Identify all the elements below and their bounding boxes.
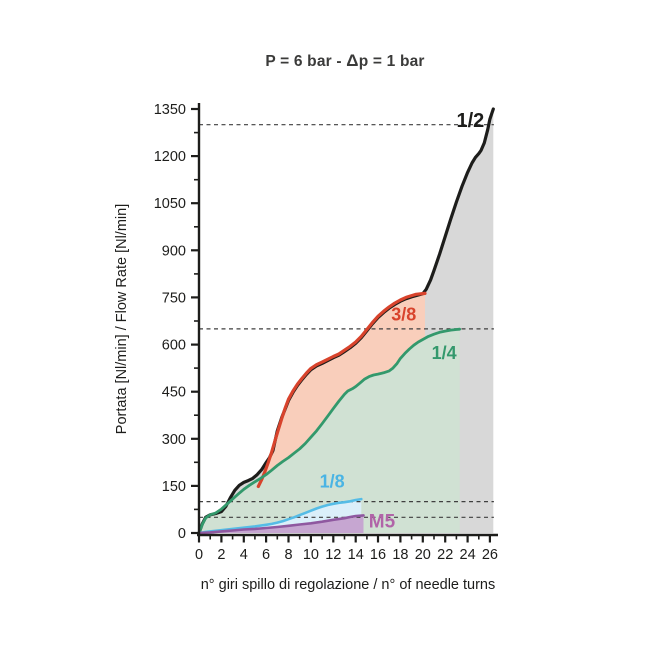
y-tick-label-600: 600	[162, 338, 186, 354]
y-tick-label-0: 0	[178, 526, 186, 542]
y-tick-label-150: 150	[162, 479, 186, 495]
x-tick-label-16: 16	[370, 547, 386, 563]
series-label-3-8: 3/8	[391, 304, 416, 324]
x-tick-label-24: 24	[460, 547, 476, 563]
chart-title: P = 6 bar - Δp = 1 bar	[20, 51, 650, 71]
curve-3-8	[256, 291, 427, 489]
x-tick-label-14: 14	[348, 547, 364, 563]
y-tick-label-1200: 1200	[154, 149, 186, 165]
x-tick-label-4: 4	[240, 547, 248, 563]
y-tick-label-900: 900	[162, 243, 186, 259]
x-tick-label-2: 2	[217, 547, 225, 563]
y-tick-label-1350: 1350	[154, 102, 186, 118]
series-label-1-2: 1/2	[456, 110, 484, 132]
x-tick-label-26: 26	[482, 547, 498, 563]
x-tick-label-10: 10	[303, 547, 319, 563]
x-tick-label-20: 20	[415, 547, 431, 563]
series-label-1-8: 1/8	[320, 472, 345, 492]
x-axis-title: n° giri spillo di regolazione / n° of ne…	[200, 577, 496, 593]
chart-title-post: p = 1 bar	[358, 53, 425, 70]
series-label-m5: M5	[369, 511, 396, 532]
y-tick-label-1050: 1050	[154, 196, 186, 212]
chart-title-delta: Δ	[346, 51, 359, 70]
curve-1-8	[197, 497, 363, 535]
x-tick-label-18: 18	[392, 547, 408, 563]
series-label-1-4: 1/4	[432, 343, 457, 363]
y-tick-label-300: 300	[162, 432, 186, 448]
x-tick-label-8: 8	[284, 547, 292, 563]
curve-m5	[197, 514, 365, 535]
x-tick-label-22: 22	[437, 547, 453, 563]
area-m5	[199, 515, 364, 533]
curve-1-4	[197, 327, 462, 535]
y-tick-label-750: 750	[162, 290, 186, 306]
x-tick-label-0: 0	[195, 547, 203, 563]
y-tick-label-450: 450	[162, 385, 186, 401]
x-tick-label-6: 6	[262, 547, 270, 563]
x-tick-label-12: 12	[325, 547, 341, 563]
chart-title-pre: P = 6 bar -	[265, 53, 347, 70]
area-1-4	[199, 329, 460, 533]
